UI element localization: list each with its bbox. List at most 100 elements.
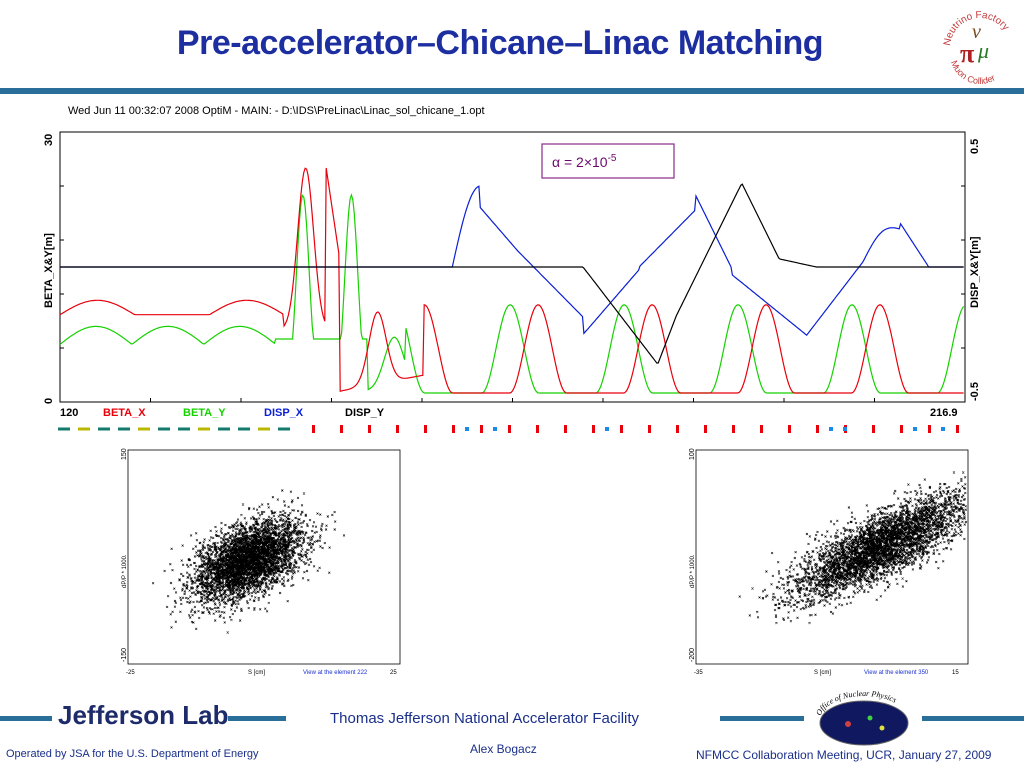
quad-marker xyxy=(564,425,567,433)
legend-beta-x: BETA_X xyxy=(103,407,146,419)
legend-beta-y: BETA_Y xyxy=(183,407,226,419)
dipole-marker xyxy=(829,427,833,431)
scatter-right-footer: View at the element 350 xyxy=(864,670,929,676)
scatter-left-points xyxy=(151,489,346,634)
scatter-points xyxy=(738,471,968,625)
x-end: 216.9 xyxy=(930,407,958,419)
beta-y-line xyxy=(59,192,965,394)
alpha-annotation-box xyxy=(541,143,675,179)
header-divider xyxy=(0,88,1024,94)
quad-marker xyxy=(592,425,595,433)
dipole-marker xyxy=(843,427,847,431)
neutrino-factory-logo: Neutrino Factory Muon Collider π μ ν xyxy=(942,10,1011,86)
scatter-left-xlabel: S [cm] xyxy=(248,670,265,676)
quad-marker xyxy=(312,425,315,433)
nuclear-physics-seal: Office of Nuclear Physics xyxy=(814,690,909,746)
plot-curves xyxy=(59,167,965,394)
scatter-plot-left: 150 -150 dP/P * 1000. -25 S [cm] View at… xyxy=(121,448,401,676)
seal-ellipse xyxy=(819,700,909,746)
quad-marker xyxy=(536,425,539,433)
scatter-left-xmin: -25 xyxy=(126,670,135,676)
dipole-marker xyxy=(605,427,609,431)
scatter-right-ytop: 100 xyxy=(689,448,696,460)
dipole-marker xyxy=(941,427,945,431)
operated-by: Operated by JSA for the U.S. Department … xyxy=(6,748,259,760)
logo-nu: ν xyxy=(972,21,981,43)
right-axis-top: 0.5 xyxy=(969,139,981,154)
meeting-info: NFMCC Collaboration Meeting, UCR, Januar… xyxy=(696,748,992,762)
logo-pi: π xyxy=(960,39,974,68)
x-start: 120 xyxy=(60,407,78,419)
quad-marker xyxy=(340,425,343,433)
dipole-marker xyxy=(465,427,469,431)
logo-mu: μ xyxy=(977,38,989,63)
legend-disp-y: DISP_Y xyxy=(345,407,385,419)
scatter-right-ylabel: dP/P * 1000. xyxy=(690,554,696,588)
optim-lattice-plot: Wed Jun 11 00:32:07 2008 OptiM - MAIN: -… xyxy=(43,105,981,433)
quad-marker xyxy=(704,425,707,433)
scatter-right-xmin: -35 xyxy=(694,670,703,676)
facility-name: Thomas Jefferson National Accelerator Fa… xyxy=(330,710,640,727)
solenoid-marker xyxy=(258,427,270,431)
quad-marker xyxy=(872,425,875,433)
scatter-left-ylabel: dP/P * 1000. xyxy=(122,554,128,588)
quad-marker xyxy=(788,425,791,433)
plot-header: Wed Jun 11 00:32:07 2008 OptiM - MAIN: -… xyxy=(68,105,485,117)
scatter-left-xmax: 25 xyxy=(390,670,397,676)
dipole-marker xyxy=(493,427,497,431)
quad-marker xyxy=(620,425,623,433)
beta-x-line xyxy=(59,167,964,394)
lattice-elements xyxy=(58,425,959,433)
solenoid-marker xyxy=(58,427,70,431)
quad-marker xyxy=(900,425,903,433)
seal-dot-1 xyxy=(845,721,851,727)
solenoid-marker xyxy=(78,427,90,431)
solenoid-marker xyxy=(198,427,210,431)
scatter-right-xlabel: S [cm] xyxy=(814,670,831,676)
footer-divider-mid2 xyxy=(720,716,804,721)
right-axis-bottom: -0.5 xyxy=(969,382,981,401)
seal-dot-2 xyxy=(867,715,873,721)
solenoid-marker xyxy=(278,427,290,431)
slide-title: Pre-accelerator–Chicane–Linac Matching xyxy=(176,24,824,62)
quad-marker xyxy=(368,425,371,433)
quad-marker xyxy=(396,425,399,433)
quad-marker xyxy=(424,425,427,433)
author: Alex Bogacz xyxy=(470,742,537,756)
quad-marker xyxy=(480,425,483,433)
legend-disp-x: DISP_X xyxy=(264,407,304,419)
disp-x-line xyxy=(60,185,964,337)
jefferson-lab-logo: Jefferson Lab xyxy=(58,700,229,730)
scatter-right-points xyxy=(738,471,968,625)
quad-marker xyxy=(648,425,651,433)
left-axis-top: 30 xyxy=(43,134,55,146)
solenoid-marker xyxy=(158,427,170,431)
solenoid-marker xyxy=(218,427,230,431)
scatter-right-xmax: 15 xyxy=(952,670,959,676)
footer-divider-left xyxy=(0,716,52,721)
scatter-points xyxy=(151,489,346,634)
quad-marker xyxy=(508,425,511,433)
quad-marker xyxy=(928,425,931,433)
alpha-annotation: α = 2×10-5 xyxy=(552,153,617,170)
quad-marker xyxy=(956,425,959,433)
quad-marker xyxy=(816,425,819,433)
dipole-marker xyxy=(913,427,917,431)
solenoid-marker xyxy=(138,427,150,431)
plot-grid xyxy=(60,185,965,402)
footer-divider-right xyxy=(922,716,1024,721)
scatter-right-ybottom: -200 xyxy=(689,648,696,662)
left-axis-label: BETA_X&Y[m] xyxy=(43,233,55,308)
quad-marker xyxy=(676,425,679,433)
solenoid-marker xyxy=(178,427,190,431)
footer-divider-mid1 xyxy=(228,716,286,721)
seal-dot-3 xyxy=(879,725,885,731)
solenoid-marker xyxy=(118,427,130,431)
scatter-left-footer: View at the element 222 xyxy=(303,670,368,676)
quad-marker xyxy=(452,425,455,433)
solenoid-marker xyxy=(98,427,110,431)
scatter-left-ytop: 150 xyxy=(121,448,128,460)
right-axis-label: DISP_X&Y[m] xyxy=(969,236,981,308)
scatter-plot-right: 100 -200 dP/P * 1000. -35 S [cm] View at… xyxy=(689,448,969,676)
quad-marker xyxy=(732,425,735,433)
